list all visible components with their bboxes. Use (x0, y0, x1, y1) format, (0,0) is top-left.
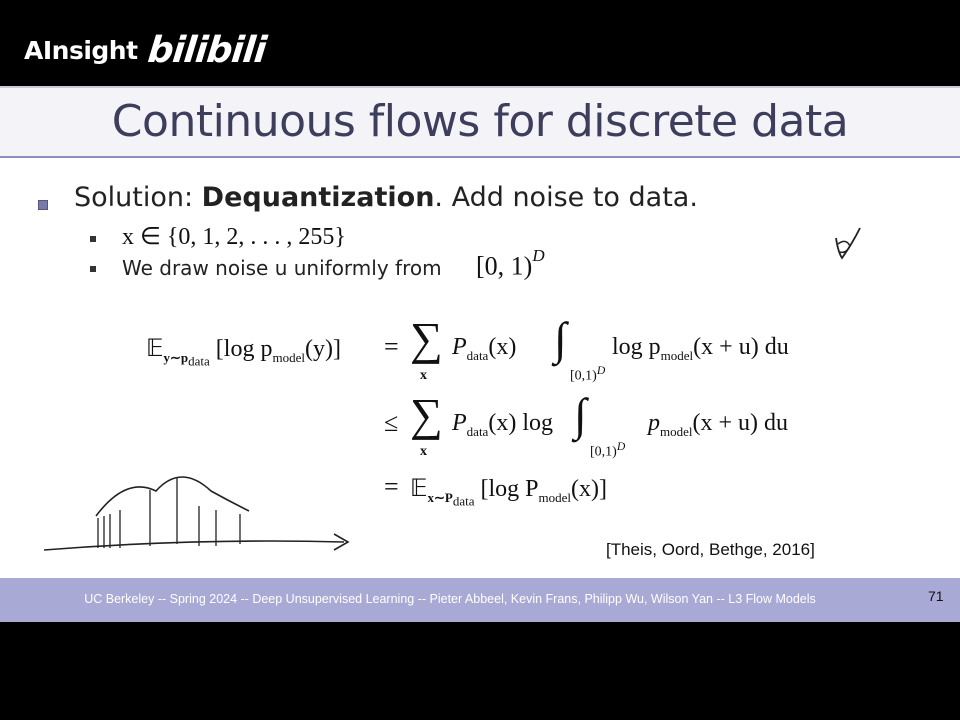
log-p-model-1: log pmodel(x + u) du (612, 334, 789, 364)
expectation-sub: x∼P (427, 489, 453, 505)
xu-arg: (x + u) du (693, 334, 789, 360)
slide: Continuous flows for discrete data Solut… (0, 86, 960, 622)
title-band: Continuous flows for discrete data (0, 86, 960, 158)
page-number: 71 (928, 588, 944, 604)
int-sub-exp: D (596, 364, 606, 377)
P-data-2: Pdata(x) log (452, 410, 553, 440)
axis-arrow-line (43, 540, 345, 551)
sum-symbol-1: ∑ (410, 313, 443, 364)
log-p: log p (612, 334, 661, 360)
sub-bullet-noise-text: We draw noise u uniformly from (122, 256, 442, 280)
hand-drawn-annotations (43, 227, 861, 551)
bullet-suffix: . Add noise to data. (434, 182, 698, 213)
slide-footer: UC Berkeley -- Spring 2024 -- Deep Unsup… (0, 578, 960, 622)
model-sub: model (538, 489, 572, 505)
slide-title: Continuous flows for discrete data (111, 96, 849, 147)
sum-symbol-2: ∑ (410, 389, 443, 440)
sub-bullet-marker (90, 236, 96, 242)
bullet-bold: Dequantization (201, 182, 435, 213)
checkmark-sketch (835, 227, 861, 260)
P-symbol: P (452, 334, 467, 360)
sub-bullet-set: x ∈ {0, 1, 2, . . . , 255} (122, 224, 346, 250)
citation: [Theis, Oord, Bethge, 2016] (606, 540, 815, 559)
data-sub: data (466, 347, 489, 363)
integral-sub-1: [0,1)D (570, 364, 605, 385)
sub-bullet-noise-interval: [0, 1)D (476, 246, 545, 282)
int-sub-exp: D (616, 440, 626, 453)
x-arg: (x) (488, 334, 517, 360)
equation-line3: 𝔼x∼Pdata [log Pmodel(x)] (410, 474, 607, 509)
equals-1: = (384, 332, 399, 361)
lhs-end: (y)] (304, 336, 341, 362)
int-sub: [0,1) (570, 368, 597, 384)
integral-sub-2: [0,1)D (590, 440, 625, 461)
integral-2: ∫ (574, 389, 587, 440)
noise-interval: [0, 1) (476, 251, 533, 281)
sum-sub-2: x (420, 444, 427, 459)
expectation-sub-data: data (452, 493, 475, 509)
bilibili-logo: bilibili (145, 29, 268, 71)
model-sub: model (660, 423, 693, 439)
watermark: AInsight bilibili (24, 28, 268, 72)
sub-bullet-marker (90, 266, 96, 272)
distribution-curve (95, 476, 250, 517)
log-text: log (522, 410, 553, 436)
bullet-marker (38, 200, 48, 210)
leq-symbol: ≤ (384, 408, 399, 437)
distribution-bars (97, 478, 241, 548)
line3-log-P: [log P (480, 476, 539, 502)
expectation-sub: y∼p (163, 349, 189, 365)
xu-arg: (x + u) du (692, 410, 789, 436)
model-sub: model (660, 347, 694, 363)
lhs-model-sub: model (272, 349, 305, 365)
expectation-sub-data: data (188, 353, 210, 369)
lhs-log-p: [log p (215, 336, 273, 362)
integral-1: ∫ (554, 313, 567, 364)
p-symbol: p (648, 410, 660, 436)
line3-end: (x)] (571, 476, 608, 502)
data-sub: data (466, 423, 489, 439)
P-data-1: Pdata(x) (452, 334, 516, 364)
equals-3: = (384, 472, 399, 501)
P-symbol: P (452, 410, 467, 436)
x-arg: (x) (488, 410, 517, 436)
expectation-symbol: 𝔼 (146, 336, 164, 362)
watermark-brand: AInsight (24, 35, 138, 65)
checkmark-loop (837, 240, 851, 254)
axis-arrow-head (333, 533, 350, 551)
int-sub: [0,1) (590, 444, 617, 460)
bullet-prefix: Solution: (74, 182, 202, 213)
sum-sub-1: x (420, 368, 427, 383)
main-bullet: Solution: Dequantization. Add noise to d… (74, 182, 698, 213)
footer-text: UC Berkeley -- Spring 2024 -- Deep Unsup… (84, 592, 816, 606)
equation-line1-lhs: 𝔼y∼pdata [log pmodel(y)] (146, 334, 341, 369)
noise-exponent: D (532, 246, 545, 265)
expectation-symbol: 𝔼 (410, 476, 428, 502)
p-model-2: pmodel(x + u) du (648, 410, 788, 440)
